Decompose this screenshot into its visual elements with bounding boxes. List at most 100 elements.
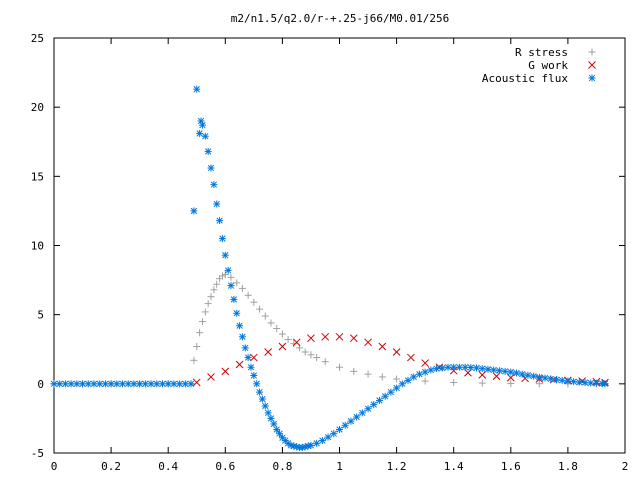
data-point [193, 85, 201, 93]
data-point [535, 380, 543, 388]
data-point [204, 147, 212, 155]
data-point [364, 370, 372, 378]
data-point [484, 365, 492, 373]
data-point [313, 439, 321, 447]
data-point [478, 365, 486, 373]
data-point [273, 325, 281, 332]
data-point [335, 332, 344, 341]
data-point [490, 366, 498, 374]
data-point [233, 279, 241, 287]
data-point [238, 284, 246, 292]
data-point [378, 342, 387, 351]
data-point [278, 330, 286, 338]
data-point [218, 272, 226, 280]
data-point [284, 336, 292, 344]
data-point [330, 430, 338, 438]
x-tick-label: 1.4 [444, 460, 464, 473]
data-point [253, 380, 261, 388]
data-point [421, 377, 429, 385]
data-point [187, 380, 195, 388]
data-point [421, 359, 430, 367]
data-points [50, 85, 609, 451]
data-point [196, 329, 204, 337]
data-point [261, 312, 269, 320]
data-point [507, 380, 515, 388]
data-point [213, 200, 221, 208]
data-point [307, 441, 315, 449]
data-point [301, 348, 309, 356]
data-point [213, 280, 221, 288]
data-point [256, 305, 264, 313]
data-point [518, 370, 526, 378]
data-point [341, 421, 349, 429]
data-point [535, 373, 543, 381]
data-point [570, 378, 578, 386]
data-point [507, 368, 515, 376]
data-point [444, 363, 452, 371]
data-point [227, 282, 235, 290]
data-point [318, 437, 326, 445]
data-point [201, 308, 209, 316]
data-point [249, 353, 258, 362]
data-point [190, 356, 198, 364]
data-point [210, 286, 218, 294]
data-point [375, 396, 383, 404]
data-point [227, 273, 235, 281]
data-point [478, 370, 487, 379]
x-tick-label: 1 [336, 460, 343, 473]
data-point [321, 332, 330, 341]
x-tick-label: 0.4 [158, 460, 178, 473]
data-point [392, 348, 401, 356]
data-point [113, 380, 121, 388]
data-point [198, 121, 206, 129]
data-point [221, 367, 230, 376]
data-point [364, 338, 372, 347]
data-point [433, 365, 441, 373]
data-point [349, 334, 358, 343]
data-point [393, 384, 401, 392]
data-point [547, 375, 555, 383]
y-tick-label: 20 [31, 101, 44, 114]
data-point [158, 380, 166, 388]
data-point [506, 373, 515, 382]
data-point [207, 373, 215, 381]
data-point [193, 342, 201, 350]
data-point [564, 377, 572, 385]
data-point [221, 271, 229, 279]
data-point [264, 348, 272, 356]
data-point [221, 251, 229, 259]
data-point [410, 373, 418, 381]
data-point [370, 401, 378, 409]
x-tick-label: 2 [622, 460, 629, 473]
data-point [581, 379, 589, 387]
legend-label: Acoustic flux [482, 72, 568, 85]
x-tick-label: 1.8 [558, 460, 578, 473]
data-point [558, 376, 566, 384]
y-tick-label: 10 [31, 240, 44, 253]
x-tick-label: 0.2 [101, 460, 121, 473]
data-point [464, 368, 472, 377]
data-point [501, 367, 509, 375]
data-point [50, 380, 58, 388]
data-point [201, 132, 209, 140]
data-point [353, 413, 361, 421]
data-point [79, 380, 87, 388]
x-tick-label: 0 [51, 460, 58, 473]
legend-marker [588, 48, 596, 56]
data-point [196, 129, 204, 137]
data-point [238, 333, 246, 341]
data-point [492, 372, 501, 381]
data-point [192, 378, 201, 387]
data-point [336, 363, 343, 371]
data-point [524, 371, 532, 379]
y-tick-label: 25 [31, 32, 44, 45]
data-point [387, 388, 395, 396]
data-point [204, 300, 212, 308]
legend-marker [588, 74, 596, 82]
x-tick-label: 1.2 [387, 460, 407, 473]
legend-label: R stress [515, 46, 568, 59]
legend-label: G work [528, 59, 568, 72]
data-point [350, 367, 358, 375]
